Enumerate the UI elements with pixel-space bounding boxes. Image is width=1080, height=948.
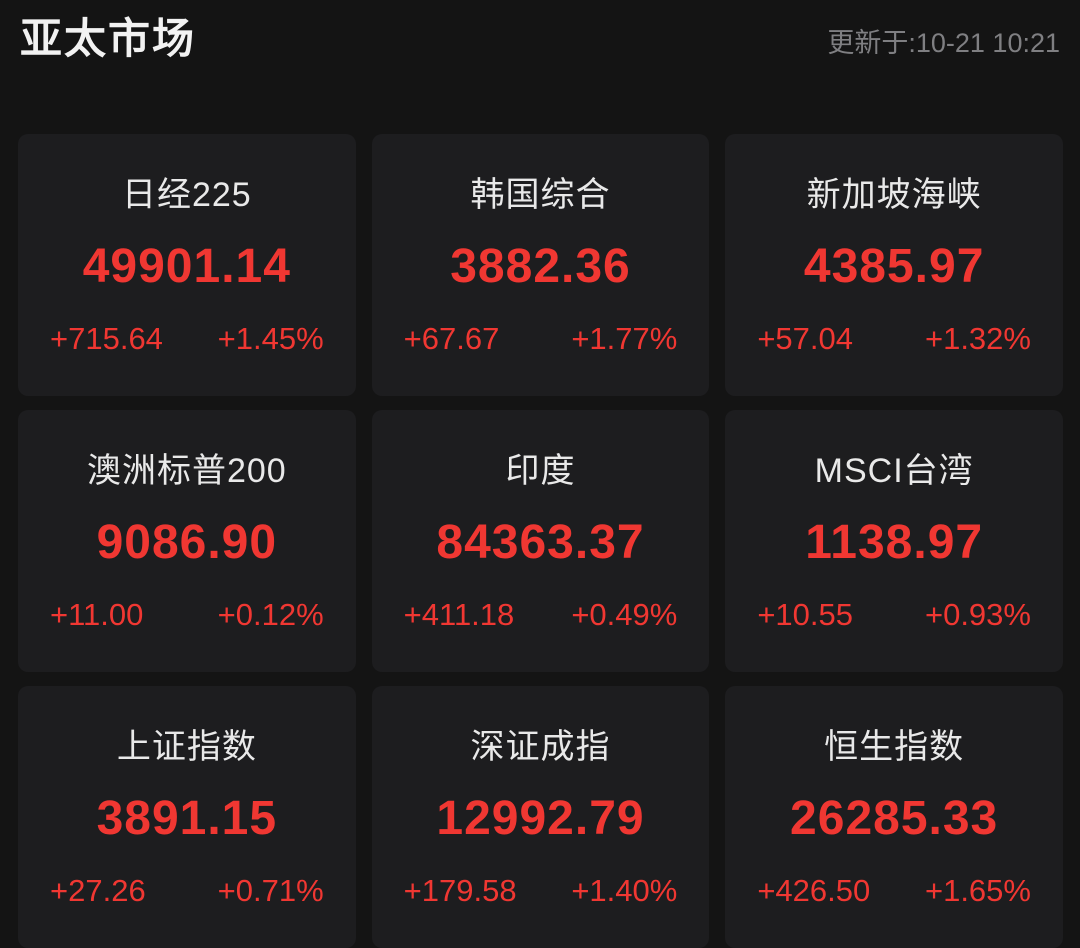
- market-index-card[interactable]: 恒生指数 26285.33 +426.50 +1.65%: [725, 686, 1063, 948]
- index-value: 4385.97: [803, 240, 985, 294]
- index-change-amount: +27.26: [50, 873, 146, 909]
- index-change-amount: +67.67: [403, 321, 500, 357]
- index-change-row: +426.50 +1.65%: [725, 875, 1063, 906]
- index-change-amount: +57.04: [757, 321, 854, 357]
- market-index-card[interactable]: 印度 84363.37 +411.18 +0.49%: [371, 410, 710, 673]
- index-value: 26285.33: [790, 792, 999, 846]
- index-change-percent: +0.93%: [924, 597, 1031, 633]
- index-change-amount: +411.18: [403, 597, 515, 633]
- market-index-card[interactable]: 上证指数 3891.15 +27.26 +0.71%: [18, 686, 356, 948]
- index-change-amount: +179.58: [403, 873, 517, 909]
- index-change-row: +715.64 +1.45%: [18, 323, 356, 354]
- index-change-percent: +0.49%: [571, 597, 678, 633]
- index-value: 1138.97: [805, 516, 984, 570]
- market-index-card[interactable]: 韩国综合 3882.36 +67.67 +1.77%: [371, 134, 710, 397]
- index-change-amount: +11.00: [50, 597, 144, 633]
- market-cards-grid: 日经225 49901.14 +715.64 +1.45% 韩国综合 3882.…: [18, 134, 1063, 948]
- page-title: 亚太市场: [20, 15, 197, 62]
- index-change-percent: +1.40%: [571, 873, 678, 909]
- index-value: 12992.79: [436, 792, 645, 846]
- index-change-percent: +0.12%: [217, 597, 324, 633]
- index-change-row: +27.26 +0.71%: [18, 875, 356, 906]
- page-header: 亚太市场 更新于:10-21 10:21: [0, 0, 1080, 62]
- index-value: 9086.90: [96, 516, 278, 570]
- index-change-amount: +10.55: [757, 597, 854, 633]
- index-change-row: +10.55 +0.93%: [725, 599, 1063, 630]
- last-updated-timestamp: 更新于:10-21 10:21: [827, 28, 1060, 59]
- market-index-card[interactable]: 新加坡海峡 4385.97 +57.04 +1.32%: [725, 134, 1063, 397]
- index-change-percent: +1.77%: [571, 321, 678, 357]
- market-index-card[interactable]: 澳洲标普200 9086.90 +11.00 +0.12%: [18, 410, 356, 673]
- index-change-row: +57.04 +1.32%: [725, 323, 1063, 354]
- index-name: 韩国综合: [470, 176, 611, 215]
- index-change-amount: +426.50: [757, 873, 871, 909]
- index-change-row: +67.67 +1.77%: [372, 323, 710, 354]
- index-value: 3891.15: [96, 792, 278, 846]
- market-index-card[interactable]: 日经225 49901.14 +715.64 +1.45%: [18, 134, 356, 397]
- index-change-row: +11.00 +0.12%: [18, 599, 356, 630]
- index-change-percent: +1.32%: [924, 321, 1031, 357]
- index-name: 新加坡海峡: [806, 176, 982, 215]
- index-name: 日经225: [121, 176, 252, 215]
- index-change-row: +411.18 +0.49%: [372, 599, 710, 630]
- index-value: 84363.37: [436, 516, 645, 570]
- index-change-amount: +715.64: [50, 321, 163, 357]
- market-index-card[interactable]: MSCI台湾 1138.97 +10.55 +0.93%: [725, 410, 1063, 673]
- index-name: 上证指数: [116, 728, 257, 767]
- index-name: MSCI台湾: [814, 452, 974, 491]
- index-name: 恒生指数: [824, 728, 965, 767]
- index-value: 3882.36: [450, 240, 631, 294]
- index-value: 49901.14: [82, 240, 291, 294]
- index-name: 澳洲标普200: [86, 452, 287, 491]
- index-name: 印度: [505, 452, 576, 491]
- index-change-percent: +1.45%: [217, 321, 324, 357]
- index-name: 深证成指: [470, 728, 611, 767]
- index-change-percent: +0.71%: [217, 873, 324, 909]
- market-index-card[interactable]: 深证成指 12992.79 +179.58 +1.40%: [371, 686, 710, 948]
- index-change-row: +179.58 +1.40%: [372, 875, 710, 906]
- index-change-percent: +1.65%: [924, 873, 1031, 909]
